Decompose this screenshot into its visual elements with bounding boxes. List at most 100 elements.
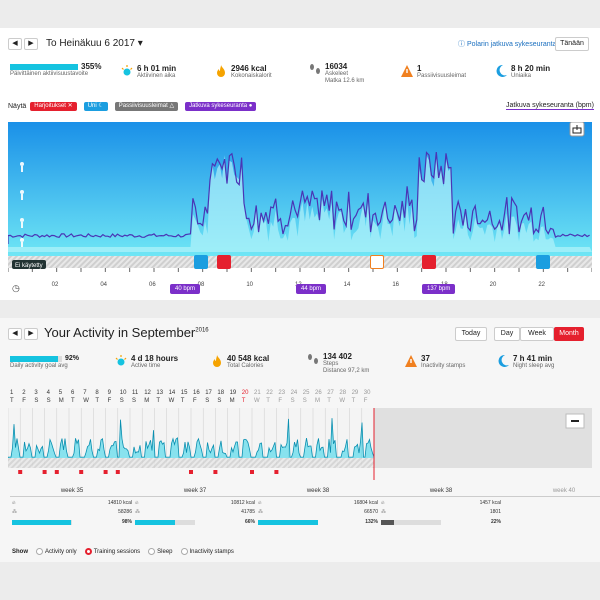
weekday-letter: S	[132, 398, 137, 404]
sit-icon	[20, 238, 24, 242]
weekday-letter: F	[193, 398, 197, 404]
inactivity-label: Passiivisuusleimat	[417, 73, 467, 79]
warning-icon	[401, 65, 413, 77]
day-number[interactable]: 20	[241, 390, 249, 396]
day-number[interactable]: 1	[10, 390, 14, 396]
day-number[interactable]: 5	[58, 390, 63, 396]
clock-icon: ◷	[12, 283, 20, 293]
not-used-label-bg	[12, 260, 46, 269]
day-number[interactable]: 10	[119, 390, 127, 396]
week-steps: 1801	[489, 509, 501, 515]
steps-value: 16034	[325, 62, 348, 71]
filter-inactivity-tag[interactable]: Passiivisuusleimat △	[114, 102, 179, 111]
weekday-letter: W	[168, 398, 175, 404]
show-options-label: Show	[12, 548, 28, 555]
flame-icon: 🔥︎	[135, 500, 139, 506]
training-mark	[79, 470, 84, 474]
day-number[interactable]: 3	[34, 390, 38, 396]
day-number[interactable]: 18	[217, 390, 225, 396]
filter-training-tag[interactable]: Harjoitukset ✕	[30, 102, 77, 111]
day-number[interactable]: 14	[168, 390, 176, 396]
day-number[interactable]: 6	[71, 390, 75, 396]
day-number[interactable]: 8	[95, 390, 99, 396]
option-sleep[interactable]: Sleep	[148, 548, 173, 555]
training-marker-evening[interactable]	[422, 255, 436, 269]
monthly-activity-chart	[8, 408, 592, 480]
filter-training-label: Harjoitukset	[34, 103, 66, 109]
today-button[interactable]: Tänään	[555, 37, 589, 51]
day-number[interactable]: 12	[144, 390, 151, 396]
week-card[interactable]: week 38 🔥︎ 1457 kcal ⁂ 1801 22%	[379, 488, 503, 546]
date-selector[interactable]: To Heinäkuu 6 2017 ▾	[46, 38, 143, 49]
week-name: week 38	[256, 488, 380, 497]
active-time-label: Aktiivinen aika	[137, 73, 176, 79]
day-number[interactable]: 16	[193, 390, 200, 396]
week-card[interactable]: week 38 🔥︎ 16804 kcal ⁂ 66570 132%	[256, 488, 380, 546]
training-mark	[250, 470, 254, 474]
day-number[interactable]: 4	[46, 390, 50, 396]
minus-icon	[571, 420, 579, 422]
option-training[interactable]: Training sessions	[84, 548, 140, 555]
training-mark	[103, 470, 108, 474]
day-number[interactable]: 23	[278, 390, 286, 396]
day-number[interactable]: 7	[83, 390, 87, 396]
day-number[interactable]: 15	[180, 390, 188, 396]
filter-hr-tag[interactable]: Jatkuva sykeseuranta ●	[185, 102, 257, 111]
month-steps-label: Steps	[323, 361, 339, 367]
day-number[interactable]: 13	[156, 390, 164, 396]
day-number[interactable]: 9	[107, 390, 111, 396]
sun-icon	[121, 65, 133, 76]
footsteps-icon: ⁂	[258, 509, 263, 515]
tab-month[interactable]: Month	[554, 327, 584, 341]
prev-month-button[interactable]: ◀	[8, 328, 22, 340]
weekday-letter: T	[327, 398, 331, 404]
weekday-letter: M	[229, 398, 235, 404]
sleep-marker[interactable]	[536, 255, 550, 269]
prev-day-button[interactable]: ◀	[8, 38, 22, 50]
weekday-letter: T	[71, 398, 75, 404]
option-activity-only[interactable]: Activity only	[36, 548, 77, 555]
next-day-button[interactable]: ▶	[24, 38, 38, 50]
tab-day[interactable]: Day	[494, 327, 520, 341]
week-steps: 41785	[241, 509, 255, 515]
day-number[interactable]: 19	[229, 390, 237, 396]
next-month-button[interactable]: ▶	[24, 328, 38, 340]
training-mark	[54, 470, 59, 474]
option-inactivity[interactable]: Inactivity stamps	[180, 548, 234, 555]
today-button-month[interactable]: Today	[455, 327, 487, 341]
month-activity-area	[8, 418, 374, 458]
goal-percent: 355%	[81, 62, 102, 71]
day-number[interactable]: 11	[132, 390, 139, 396]
day-number[interactable]: 24	[290, 390, 298, 396]
week-card[interactable]: week 35 🔥︎ 14810 kcal ⁂ 58286 98%	[10, 488, 134, 546]
week-card[interactable]: week 40	[502, 488, 600, 546]
goal-progress-bar	[10, 63, 78, 70]
day-number[interactable]: 25	[302, 390, 310, 396]
inactivity-marker[interactable]	[370, 255, 384, 269]
date-label: To Heinäkuu 6 2017	[46, 38, 135, 49]
day-number[interactable]: 29	[351, 390, 359, 396]
day-number[interactable]: 30	[363, 390, 371, 396]
polar-hr-link[interactable]: ⓘ Polarin jatkuva sykeseuranta	[458, 41, 557, 48]
sunrise-marker[interactable]	[194, 255, 208, 269]
day-number[interactable]: 2	[22, 390, 26, 396]
hour-label: 16	[392, 282, 400, 288]
day-number[interactable]: 28	[339, 390, 347, 396]
day-number[interactable]: 21	[254, 390, 261, 396]
day-number[interactable]: 26	[315, 390, 322, 396]
week-card[interactable]: week 37 🔥︎ 10812 kcal ⁂ 41785 66%	[133, 488, 257, 546]
tab-week[interactable]: Week	[520, 327, 554, 341]
day-number[interactable]: 22	[266, 390, 273, 396]
hr-select[interactable]: Jatkuva sykeseuranta (bpm)	[506, 102, 594, 110]
day-number[interactable]: 17	[205, 390, 212, 396]
option-activity-only-label: Activity only	[45, 548, 77, 555]
flame-icon: 🔥︎	[258, 500, 262, 506]
training-marker-morning[interactable]	[217, 255, 231, 269]
month-calories-label: Total Calories	[227, 363, 264, 369]
stand-icon-body	[21, 222, 23, 228]
filter-sleep-tag[interactable]: Uni ☾	[83, 102, 108, 111]
day-number[interactable]: 27	[327, 390, 334, 396]
warning-icon	[405, 355, 417, 367]
hour-ticks	[8, 268, 592, 272]
show-options: Show Activity only Training sessions Sle…	[12, 548, 242, 555]
